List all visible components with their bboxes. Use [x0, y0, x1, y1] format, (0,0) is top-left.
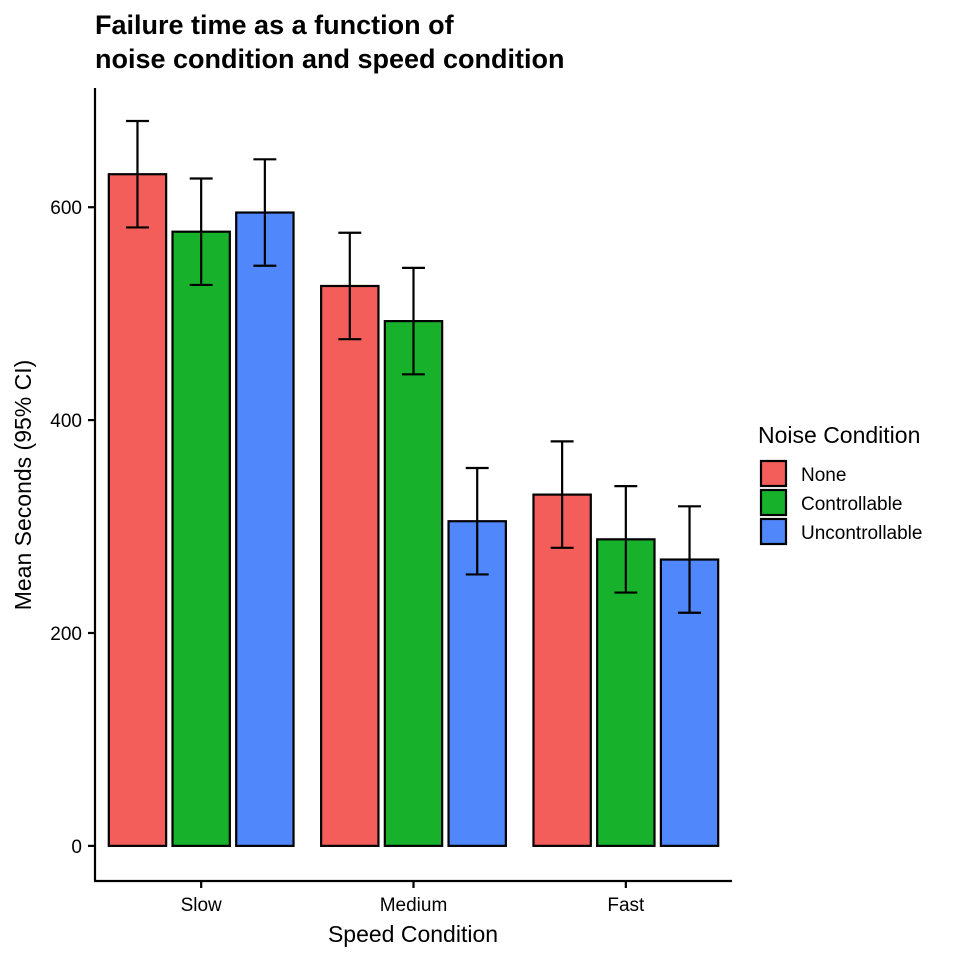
error-bar-medium-none — [338, 231, 362, 341]
legend-swatch — [759, 459, 788, 488]
y-axis-title: Mean Seconds (95% CI) — [10, 360, 36, 611]
legend: Noise Condition None Controllable Uncontro… — [758, 422, 922, 546]
error-bar-medium-uncontrollable — [465, 466, 489, 576]
axes: Slow Medium Fast 0 200 400 600 — [50, 198, 645, 916]
legend-title: Noise Condition — [758, 422, 920, 448]
legend-swatch — [759, 488, 788, 517]
bar-medium-controllable — [383, 320, 444, 847]
plot-area — [107, 119, 720, 847]
bar-medium-none — [320, 284, 380, 847]
bar-slow-controllable — [171, 230, 231, 847]
error-bar-medium-controllable — [402, 266, 425, 376]
error-bar-slow-controllable — [189, 177, 213, 287]
error-bar-fast-controllable — [614, 484, 638, 594]
y-tick-label: 0 — [71, 837, 82, 858]
legend-item-controllable: Controllable — [759, 488, 902, 517]
error-bar-fast-none — [550, 440, 574, 549]
x-tick-label: Fast — [607, 895, 645, 916]
legend-item-none: None — [759, 459, 846, 488]
y-tick-label: 200 — [50, 624, 82, 645]
chart-title: Failure time as a function of noise cond… — [95, 10, 565, 74]
x-tick-label: Slow — [181, 895, 222, 916]
y-tick-label: 400 — [50, 411, 82, 432]
chart-title-line-2: noise condition and speed condition — [95, 44, 565, 74]
legend-label: None — [801, 465, 846, 486]
x-tick-label: Medium — [380, 895, 448, 916]
y-tick-label: 600 — [50, 198, 82, 219]
error-bar-slow-none — [126, 119, 149, 229]
bar-slow-none — [107, 173, 168, 847]
legend-label: Controllable — [801, 494, 902, 515]
chart-title-line-1: Failure time as a function of — [95, 10, 455, 40]
bar-slow-uncontrollable — [235, 211, 295, 847]
legend-swatch — [759, 517, 788, 546]
error-bar-slow-uncontrollable — [253, 158, 277, 267]
legend-label: Uncontrollable — [801, 523, 922, 544]
legend-item-uncontrollable: Uncontrollable — [759, 517, 922, 546]
error-bar-fast-uncontrollable — [678, 505, 701, 614]
x-axis-title: Speed Condition — [328, 921, 498, 947]
